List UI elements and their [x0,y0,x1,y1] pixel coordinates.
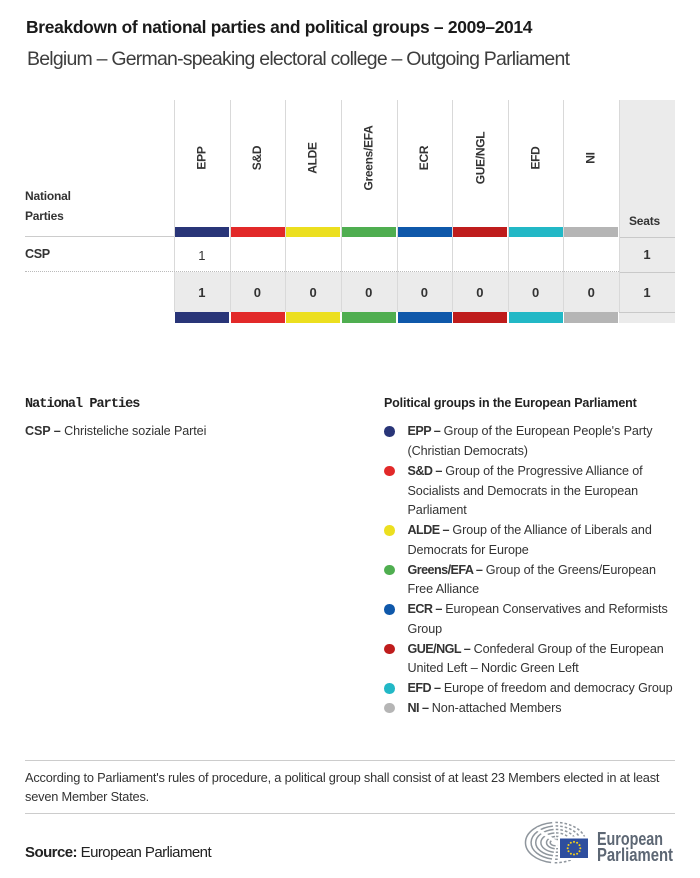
svg-text:Parliament: Parliament [597,845,673,865]
svg-text:European: European [597,829,663,849]
